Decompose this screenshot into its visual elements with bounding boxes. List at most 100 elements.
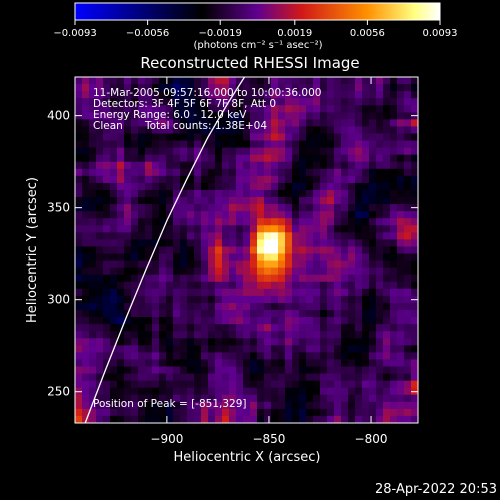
heatmap-cell [334, 154, 342, 163]
heatmap-cell [222, 98, 230, 106]
heatmap-cell [334, 112, 342, 120]
heatmap-cell [278, 175, 286, 184]
heatmap-cell [124, 366, 132, 375]
heatmap-cell [299, 84, 307, 92]
heatmap-cell [320, 253, 328, 262]
heatmap-cell [187, 267, 195, 276]
heatmap-cell [187, 98, 195, 106]
heatmap-cell [117, 112, 125, 120]
heatmap-cell [264, 387, 272, 396]
heatmap-cell [187, 105, 195, 113]
heatmap-cell [383, 281, 391, 290]
heatmap-cell [404, 317, 412, 325]
heatmap-cell [320, 189, 328, 198]
heatmap-cell [194, 352, 202, 361]
solar-limb-curve [84, 77, 246, 423]
heatmap-cell [152, 324, 160, 332]
heatmap-cell [82, 387, 90, 396]
heatmap-cell [250, 394, 258, 403]
heatmap-cell [327, 77, 335, 85]
heatmap-cell [306, 182, 314, 191]
heatmap-cell [229, 352, 237, 361]
heatmap-cell [390, 380, 398, 389]
heatmap-cell [75, 380, 83, 389]
heatmap-cell [271, 133, 279, 142]
heatmap-cell [355, 211, 363, 219]
heatmap-cell [96, 168, 104, 177]
annotation-block: 11-Mar-2005 09:57:16.000 to 10:00:36.000… [93, 87, 321, 132]
heatmap-cell [75, 133, 83, 142]
heatmap-cell [250, 366, 258, 375]
heatmap-cell [138, 77, 146, 85]
heatmap-cell [362, 182, 370, 191]
heatmap-cell [292, 260, 300, 269]
heatmap-cell [299, 147, 307, 156]
heatmap-cell [376, 253, 384, 262]
heatmap-cell [299, 211, 307, 219]
heatmap-cell [75, 147, 83, 156]
heatmap-cell [285, 225, 293, 233]
heatmap-cell [355, 295, 363, 304]
heatmap-cell [348, 147, 356, 156]
heatmap-cell [264, 331, 272, 339]
heatmap-cell [75, 232, 83, 241]
heatmap-cell [131, 260, 139, 269]
heatmap-cell [138, 140, 146, 149]
heatmap-cell [257, 218, 265, 226]
heatmap-cell [362, 168, 370, 177]
heatmap-cell [166, 105, 174, 113]
heatmap-cell [82, 380, 90, 389]
heatmap-cell [257, 274, 265, 283]
heatmap-cell [96, 373, 104, 382]
heatmap-cell [166, 352, 174, 361]
heatmap-cell [159, 324, 167, 332]
heatmap-cell [159, 77, 167, 85]
heatmap-cell [236, 408, 244, 417]
heatmap-cell [173, 373, 181, 382]
heatmap-cell [82, 267, 90, 276]
heatmap-cell [264, 295, 272, 304]
heatmap-cell [271, 253, 279, 262]
heatmap-cell [341, 112, 349, 120]
heatmap-cell [89, 415, 97, 423]
heatmap-cell [306, 84, 314, 92]
heatmap-cell [348, 274, 356, 283]
heatmap-cell [327, 133, 335, 142]
heatmap-cell [229, 147, 237, 156]
heatmap-cell [369, 359, 377, 368]
heatmap-cell [124, 373, 132, 382]
heatmap-cell [173, 366, 181, 375]
heatmap-cell [313, 112, 321, 120]
heatmap-cell [292, 147, 300, 156]
heatmap-cell [208, 288, 216, 297]
heatmap-cell [201, 338, 209, 346]
heatmap-cell [341, 324, 349, 332]
heatmap-cell [208, 182, 216, 191]
heatmap-cell [313, 317, 321, 325]
heatmap-cell [131, 84, 139, 92]
heatmap-cell [292, 218, 300, 226]
heatmap-cell [229, 119, 237, 128]
heatmap-cell [348, 133, 356, 142]
heatmap-cell [166, 310, 174, 318]
heatmap-cell [201, 119, 209, 128]
heatmap-cell [89, 119, 97, 128]
heatmap-cell [292, 394, 300, 403]
heatmap-cell [271, 112, 279, 120]
heatmap-cell [110, 175, 118, 184]
heatmap-cell [201, 77, 209, 85]
heatmap-cell [180, 175, 188, 184]
heatmap-cell [82, 260, 90, 269]
heatmap-cell [313, 267, 321, 276]
heatmap-cell [355, 105, 363, 113]
heatmap-cell [383, 394, 391, 403]
heatmap-cell [187, 302, 195, 311]
heatmap-cell [390, 133, 398, 142]
heatmap-cell [187, 260, 195, 269]
heatmap-cell [271, 84, 279, 92]
heatmap-cell [166, 126, 174, 135]
heatmap-cell [341, 366, 349, 375]
heatmap-cell [362, 91, 370, 99]
colorbar [74, 2, 441, 21]
